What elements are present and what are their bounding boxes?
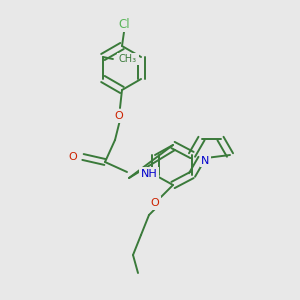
Text: N: N [201,155,210,166]
Text: O: O [151,198,159,208]
Text: NH: NH [141,169,158,179]
Text: Cl: Cl [118,17,130,31]
Text: O: O [115,111,123,121]
Text: O: O [69,152,77,162]
Text: CH₃: CH₃ [119,54,137,64]
